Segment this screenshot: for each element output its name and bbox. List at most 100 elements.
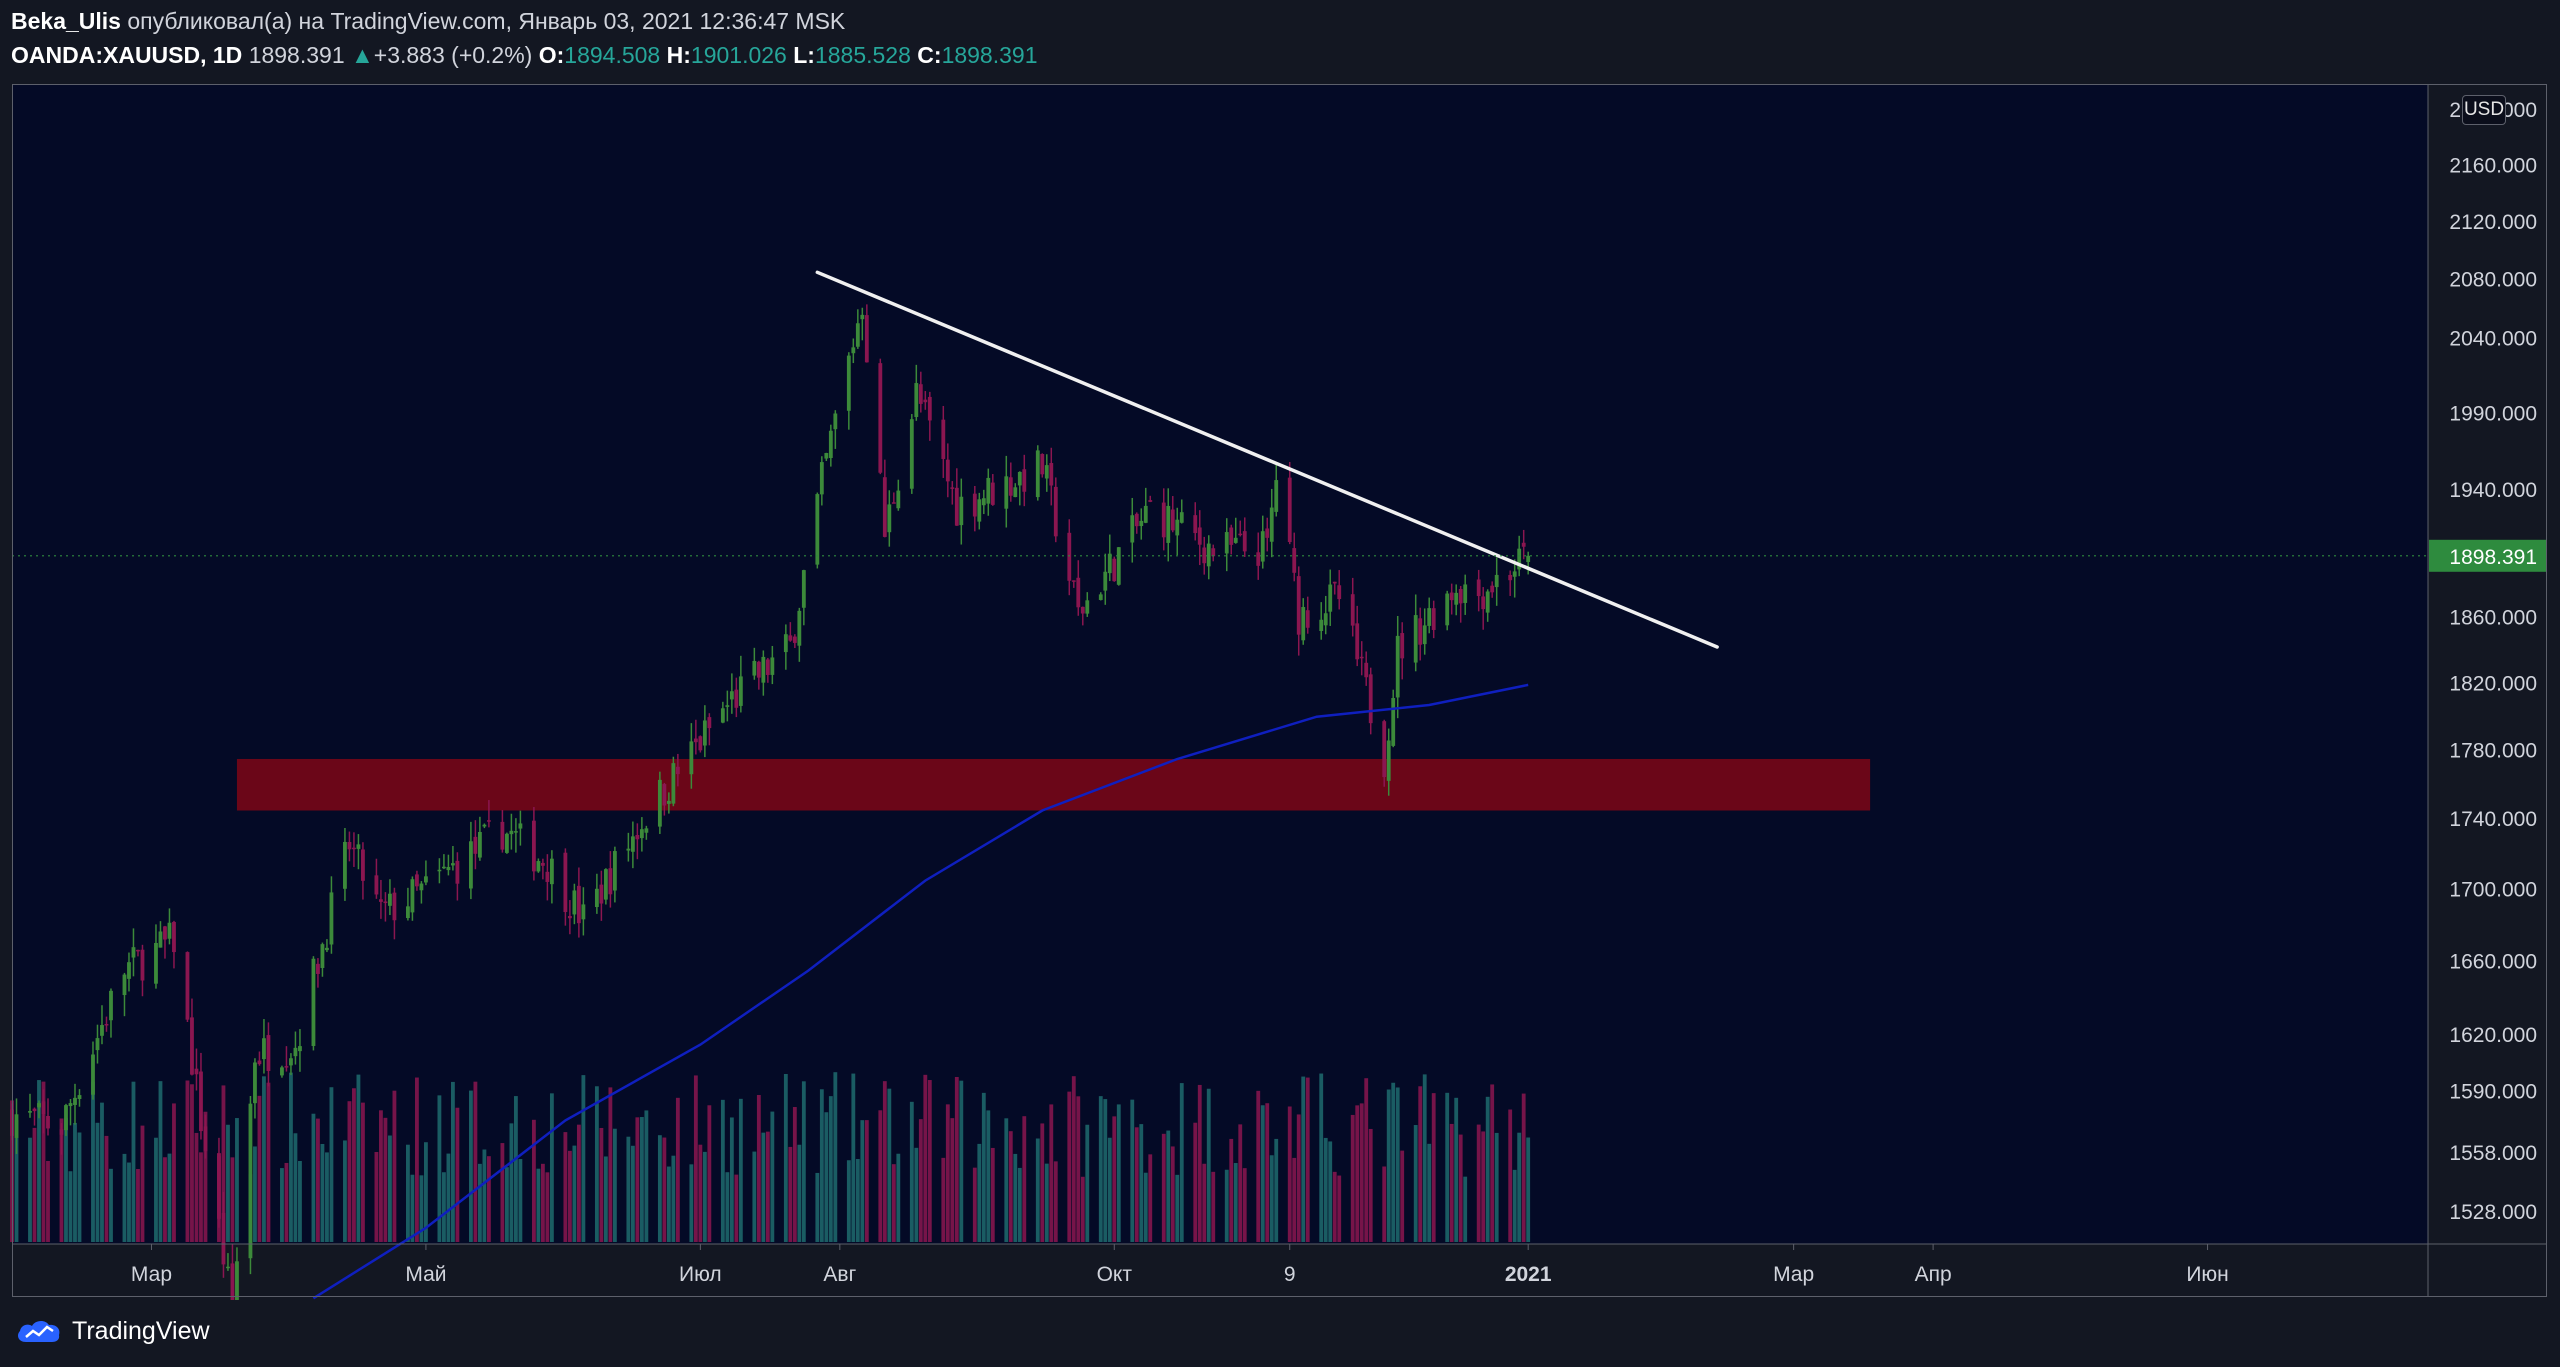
candle-body[interactable]: [1350, 594, 1355, 626]
candle-body[interactable]: [1382, 721, 1387, 778]
candle-body[interactable]: [792, 636, 797, 643]
candle-body[interactable]: [1143, 505, 1148, 523]
candle-body[interactable]: [1454, 592, 1459, 605]
candle-body[interactable]: [343, 841, 347, 889]
candle-body[interactable]: [1391, 697, 1396, 746]
candle-body[interactable]: [131, 947, 136, 958]
candle-body[interactable]: [1238, 533, 1243, 536]
candle-body[interactable]: [167, 922, 172, 939]
candle-body[interactable]: [657, 779, 662, 827]
candle-body[interactable]: [226, 1266, 230, 1269]
candle-body[interactable]: [374, 875, 379, 895]
candle-body[interactable]: [549, 858, 554, 885]
candle-body[interactable]: [441, 866, 446, 869]
candle-body[interactable]: [567, 915, 572, 919]
candle-body[interactable]: [95, 1038, 100, 1051]
candle-body[interactable]: [298, 1046, 302, 1052]
candle-body[interactable]: [1067, 532, 1072, 581]
candle-body[interactable]: [424, 876, 428, 883]
candle-body[interactable]: [185, 952, 190, 1020]
candle-body[interactable]: [675, 766, 680, 775]
candle-body[interactable]: [1130, 515, 1135, 543]
candle-body[interactable]: [981, 498, 986, 506]
candle-body[interactable]: [284, 1066, 289, 1068]
candle-body[interactable]: [320, 944, 325, 968]
candle-body[interactable]: [473, 836, 478, 854]
candle-body[interactable]: [878, 363, 883, 473]
candle-body[interactable]: [1076, 577, 1081, 608]
candle-body[interactable]: [662, 784, 667, 806]
candle-body[interactable]: [1103, 571, 1108, 591]
candle-body[interactable]: [1049, 463, 1054, 486]
candle-body[interactable]: [289, 1058, 293, 1066]
candle-body[interactable]: [1395, 635, 1400, 698]
candle-body[interactable]: [626, 848, 631, 851]
candle-body[interactable]: [927, 396, 932, 421]
candle-body[interactable]: [630, 836, 635, 852]
candle-body[interactable]: [100, 1025, 104, 1036]
candle-body[interactable]: [68, 1103, 73, 1107]
candle-body[interactable]: [1211, 548, 1216, 557]
candle-body[interactable]: [140, 949, 145, 981]
tradingview-brand[interactable]: TradingView: [14, 1316, 210, 1346]
candle-body[interactable]: [1116, 547, 1121, 585]
candle-body[interactable]: [352, 847, 356, 850]
candle-body[interactable]: [91, 1054, 95, 1095]
candle-body[interactable]: [392, 892, 397, 921]
candle-body[interactable]: [217, 1153, 221, 1219]
candle-body[interactable]: [1035, 450, 1040, 498]
candle-body[interactable]: [500, 821, 505, 850]
candle-body[interactable]: [504, 833, 509, 853]
candle-body[interactable]: [734, 689, 739, 708]
candle-body[interactable]: [945, 459, 950, 482]
candle-body[interactable]: [1445, 593, 1450, 626]
candle-body[interactable]: [1197, 527, 1202, 545]
candle-body[interactable]: [855, 323, 860, 347]
candle-body[interactable]: [1517, 548, 1522, 570]
candle-body[interactable]: [379, 899, 383, 902]
candle-body[interactable]: [914, 383, 919, 417]
candle-body[interactable]: [788, 635, 793, 641]
candle-body[interactable]: [235, 1261, 239, 1300]
candle-body[interactable]: [576, 885, 581, 924]
candle-body[interactable]: [46, 1116, 50, 1129]
candle-body[interactable]: [1193, 515, 1198, 534]
candle-body[interactable]: [1526, 555, 1531, 562]
candle-body[interactable]: [1323, 613, 1328, 626]
candle-body[interactable]: [599, 884, 604, 904]
candle-body[interactable]: [783, 634, 788, 653]
candle-body[interactable]: [1490, 585, 1495, 593]
candle-body[interactable]: [1148, 500, 1153, 502]
candle-body[interactable]: [59, 1129, 64, 1135]
support-zone[interactable]: [236, 758, 1871, 811]
candle-body[interactable]: [918, 384, 923, 404]
candle-body[interactable]: [1229, 527, 1234, 545]
candle-body[interactable]: [109, 990, 113, 1021]
candle-body[interactable]: [1224, 532, 1229, 554]
candle-body[interactable]: [41, 1101, 46, 1115]
candle-body[interactable]: [468, 841, 473, 889]
candle-body[interactable]: [230, 1263, 235, 1300]
candle-body[interactable]: [540, 862, 545, 866]
candle-body[interactable]: [941, 419, 946, 459]
candle-body[interactable]: [1508, 574, 1513, 581]
candle-body[interactable]: [1098, 594, 1103, 600]
candle-body[interactable]: [1008, 477, 1013, 496]
candle-body[interactable]: [477, 831, 482, 858]
candle-body[interactable]: [1319, 619, 1324, 632]
candle-body[interactable]: [122, 974, 127, 996]
candle-body[interactable]: [437, 869, 442, 872]
candle-body[interactable]: [1337, 585, 1342, 600]
candle-body[interactable]: [990, 482, 995, 505]
candle-body[interactable]: [518, 823, 523, 829]
candle-body[interactable]: [1494, 574, 1499, 588]
candle-body[interactable]: [608, 868, 613, 895]
candle-body[interactable]: [756, 661, 761, 678]
candle-body[interactable]: [347, 842, 352, 850]
candle-body[interactable]: [32, 1108, 37, 1112]
candle-body[interactable]: [455, 860, 460, 884]
candle-body[interactable]: [1242, 531, 1247, 552]
candle-body[interactable]: [127, 962, 131, 979]
candle-body[interactable]: [1265, 528, 1270, 538]
candle-body[interactable]: [406, 906, 410, 919]
